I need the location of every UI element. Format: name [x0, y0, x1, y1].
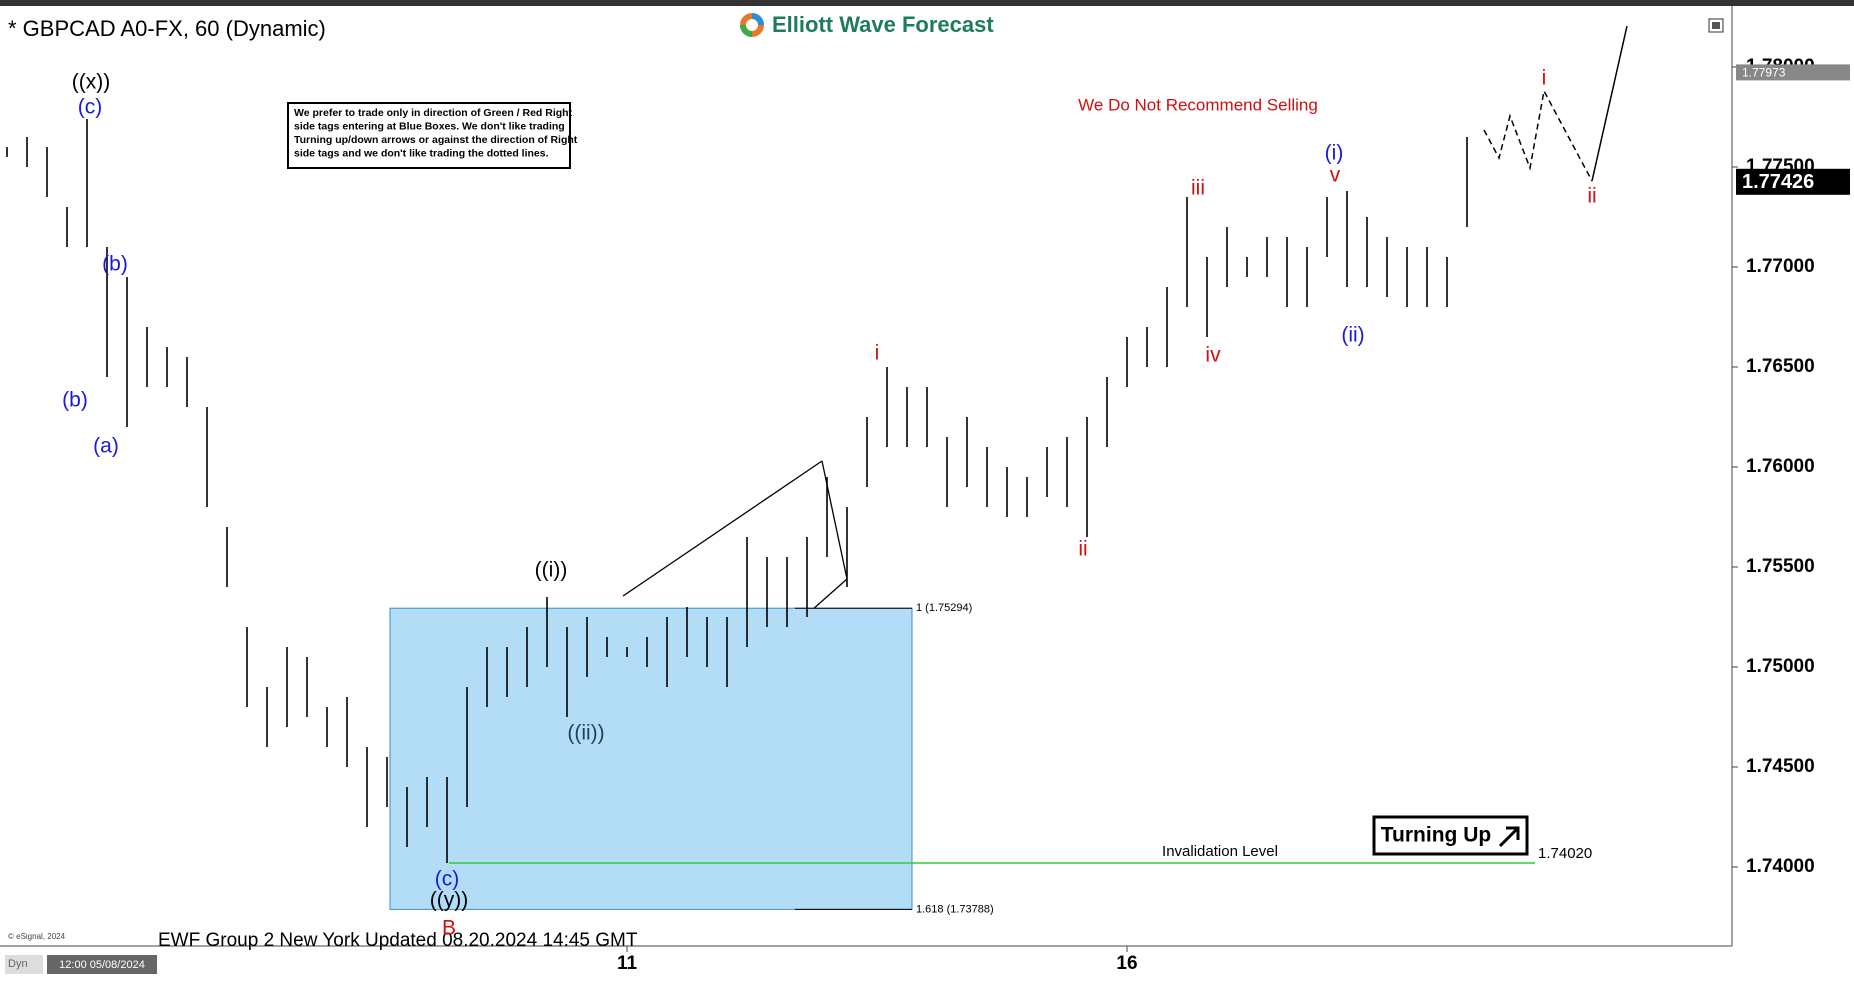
x-tick-label: 16 [1116, 953, 1137, 974]
wave-label: (c) [435, 868, 460, 891]
notice-line: We prefer to trade only in direction of … [294, 107, 573, 119]
window-button-icon [1712, 22, 1720, 29]
wave-label: iii [1191, 177, 1205, 200]
price-tag-label: 1.77973 [1742, 66, 1786, 80]
mode-box [5, 955, 43, 974]
copyright: © eSignal, 2024 [8, 932, 66, 941]
y-tick-label: 1.74000 [1746, 856, 1815, 877]
invalidation-text: Invalidation Level [1162, 843, 1278, 860]
brand-logo: Elliott Wave Forecast [740, 12, 994, 37]
signal-arrow [1498, 826, 1520, 848]
cursor-time-box [47, 955, 157, 974]
wave-label: ((i)) [535, 559, 568, 582]
cursor-time: 12:00 05/08/2024 [59, 959, 145, 971]
signal-text: Turning Up [1381, 824, 1491, 847]
notice-text: We prefer to trade only in direction of … [294, 107, 578, 160]
wave-label: B [442, 917, 456, 940]
chart-title: * GBPCAD A0-FX, 60 (Dynamic) [8, 16, 326, 41]
price-tag-label: 1.77426 [1742, 171, 1814, 193]
projection-solid [1591, 25, 1628, 182]
wave-label: (i) [1325, 142, 1344, 165]
wave-label: ((x)) [72, 71, 110, 94]
wave-label: (b) [102, 253, 128, 276]
wave-label: (c) [78, 96, 103, 119]
wave-label: i [875, 342, 880, 365]
invalidation-label: 1.74020 [1538, 845, 1592, 862]
level-label: 1.618 (1.73788) [916, 903, 994, 915]
level-label: 1 (1.75294) [916, 602, 972, 614]
projection-dashed [1483, 88, 1593, 182]
top-frame [0, 0, 1854, 6]
wave-label: i [1542, 67, 1547, 90]
y-tick-label: 1.77000 [1746, 256, 1815, 277]
y-tick-label: 1.75500 [1746, 556, 1815, 577]
notice-box [287, 102, 571, 169]
mode: Dyn [8, 958, 28, 970]
x-tick-label: 11 [617, 953, 638, 974]
y-tick-label: 1.76500 [1746, 356, 1815, 377]
y-tick-label: 1.74500 [1746, 756, 1815, 777]
wave-label: ii [1078, 538, 1087, 561]
wave-label: (a) [93, 435, 119, 458]
y-tick-label: 1.75000 [1746, 656, 1815, 677]
wave-label: ((y)) [430, 889, 468, 912]
price-tag [1736, 168, 1850, 195]
target-box [389, 607, 913, 910]
wave-label: iv [1205, 344, 1221, 367]
wave-label: v [1330, 164, 1341, 187]
signal-box [1372, 815, 1529, 856]
y-tick-label: 1.76000 [1746, 456, 1815, 477]
logo-core [746, 19, 758, 31]
brand-name: Elliott Wave Forecast [772, 12, 994, 37]
notice-line: Turning up/down arrows or against the di… [294, 134, 578, 146]
price-tag [1736, 64, 1850, 81]
wave-label: ((ii)) [567, 722, 604, 745]
wave-label: (b) [62, 389, 88, 412]
wave-label: (ii) [1341, 324, 1364, 347]
notice-line: side tags entering at Blue Boxes. We don… [294, 120, 565, 132]
footer: EWF Group 2 New York Updated 08.20.2024 … [158, 930, 638, 951]
wave-label: ii [1587, 185, 1596, 208]
headline: We Do Not Recommend Selling [1078, 95, 1318, 114]
notice-line: side tags and we don't like trading the … [294, 147, 549, 159]
